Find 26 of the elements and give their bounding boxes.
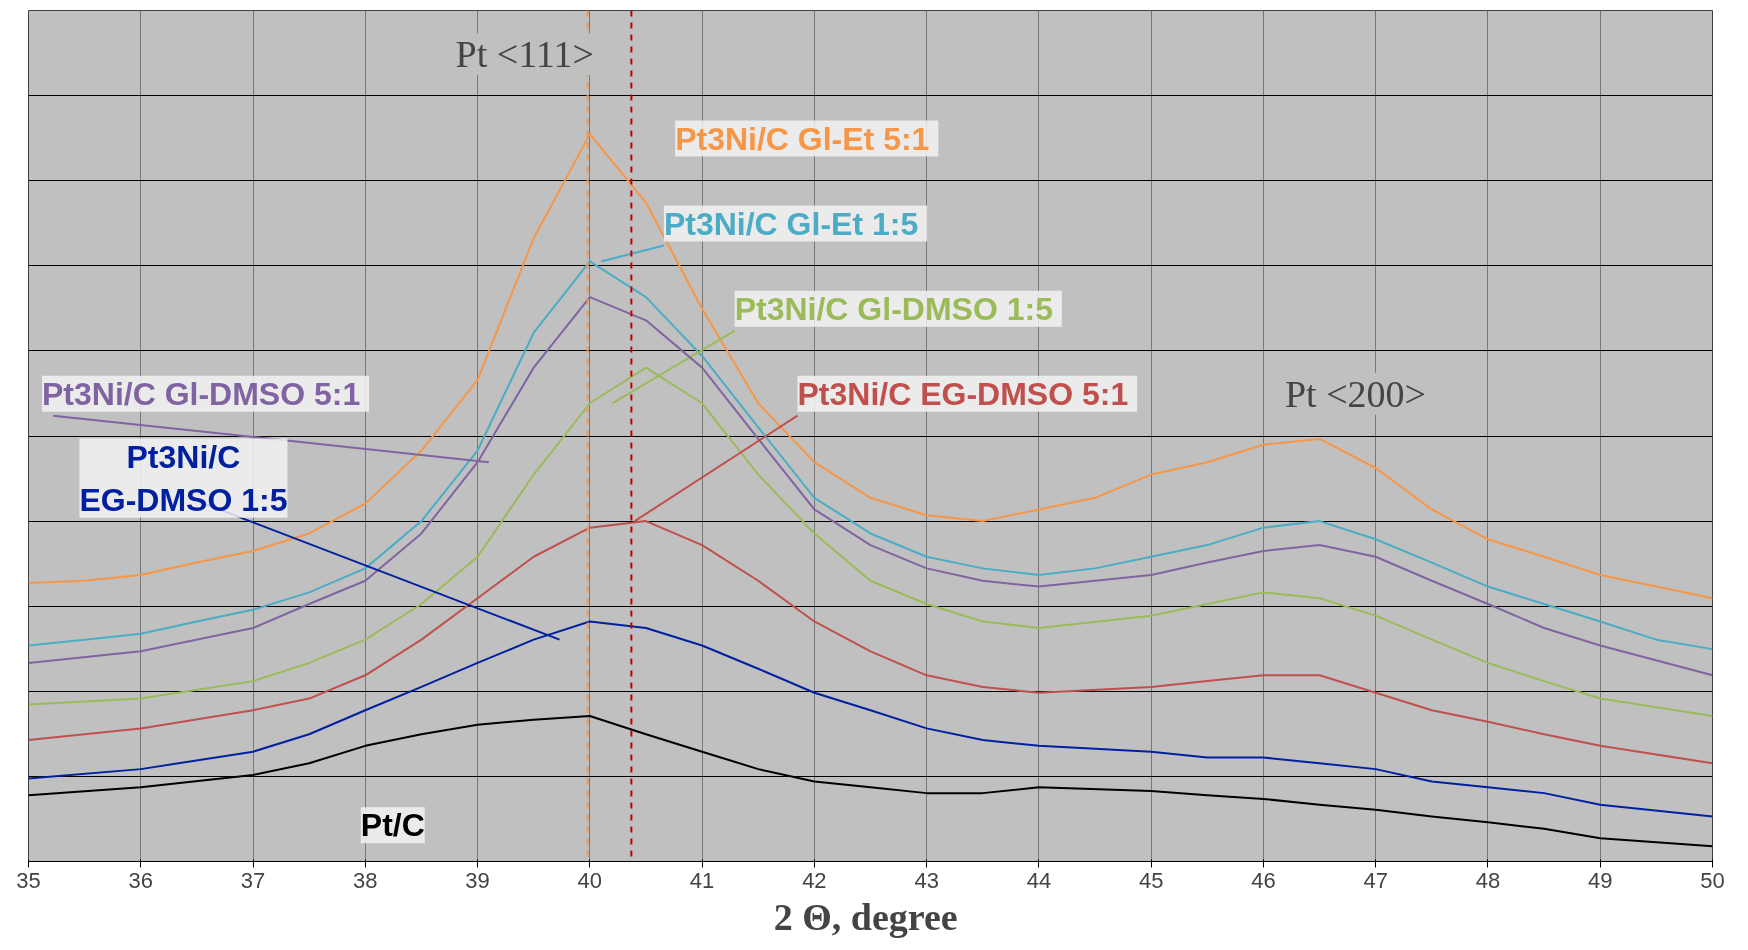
text: Pt3Ni/C EG-DMSO 5:1 bbox=[797, 375, 1129, 412]
x-tick-label: 47 bbox=[1363, 867, 1388, 893]
x-axis-title: 2 Θ, degree bbox=[773, 895, 958, 938]
x-tick-label: 45 bbox=[1138, 867, 1164, 893]
annotation: Pt <200> bbox=[1284, 372, 1427, 415]
x-tick-label: 37 bbox=[240, 867, 266, 893]
x-tick-label: 50 bbox=[1700, 867, 1725, 893]
text: Pt3Ni/C EG-DMSO 1:5 bbox=[79, 438, 288, 518]
x-tick-label: 43 bbox=[914, 867, 939, 893]
x-tick-label: 44 bbox=[1026, 867, 1052, 893]
x-tick-label: 36 bbox=[128, 867, 154, 893]
text: Pt3Ni/C Gl-DMSO 1:5 bbox=[734, 290, 1053, 327]
x-tick-label: 46 bbox=[1251, 867, 1276, 893]
x-tick-label: 40 bbox=[577, 867, 603, 893]
x-tick-label: 49 bbox=[1588, 867, 1613, 893]
x-tick-label: 38 bbox=[353, 867, 378, 893]
x-tick-label: 35 bbox=[16, 867, 41, 893]
x-tick-label: 41 bbox=[689, 867, 715, 893]
x-tick-label: 48 bbox=[1475, 867, 1501, 893]
text: Pt3Ni/C Gl-DMSO 5:1 bbox=[41, 375, 361, 412]
series-label: Pt3Ni/C Gl-Et 1:5 bbox=[663, 205, 919, 242]
text: Pt <111> bbox=[455, 33, 594, 76]
series-label: Pt/C bbox=[360, 807, 425, 844]
series-label: Pt3Ni/C Gl-Et 5:1 bbox=[675, 120, 930, 157]
x-tick-label: 39 bbox=[465, 867, 490, 893]
x-tick-label: 42 bbox=[802, 867, 827, 893]
